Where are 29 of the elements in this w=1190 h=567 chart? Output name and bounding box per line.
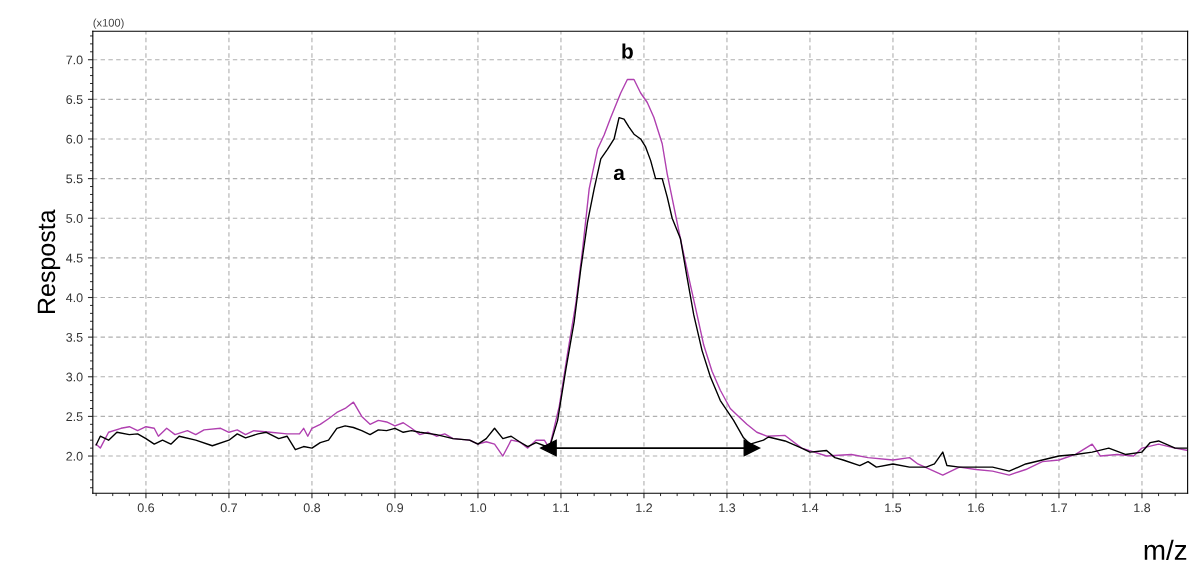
y-axis-title: Resposta — [37, 209, 61, 313]
x-tick-label: 1.4 — [802, 503, 819, 513]
series-label: a — [613, 168, 625, 181]
y-tick-label: 3.0 — [66, 372, 83, 382]
x-tick-label: 1.0 — [470, 503, 487, 513]
y-tick-label: 6.5 — [66, 95, 83, 104]
y-tick-label: 7.0 — [66, 55, 83, 65]
x-tick-label: 1.5 — [885, 503, 902, 513]
series-label: b — [622, 43, 633, 59]
y-tick-label: 4.0 — [66, 293, 83, 303]
x-tick-label: 0.8 — [303, 503, 321, 513]
y-tick-label: 6.0 — [66, 134, 83, 144]
x-tick-label: 1.2 — [636, 503, 653, 513]
y-tick-label: 2.5 — [66, 412, 83, 422]
x-tick-label: 1.7 — [1051, 503, 1068, 513]
y-tick-label: 5.5 — [66, 174, 83, 184]
x-tick-label: 0.6 — [137, 503, 155, 513]
y-tick-label: 3.5 — [66, 332, 83, 342]
x-tick-label: 0.9 — [386, 503, 404, 513]
y-tick-label: 2.0 — [66, 451, 83, 461]
x-tick-label: 1.1 — [553, 503, 570, 513]
y-tick-label: 4.5 — [66, 253, 83, 263]
x-tick-label: 1.8 — [1134, 503, 1151, 513]
y-tick-label: 5.0 — [66, 214, 83, 223]
x-axis-title: m/z — [1144, 539, 1187, 561]
x-tick-label: 1.3 — [719, 503, 736, 513]
text: (x100) — [93, 18, 124, 29]
x-tick-label: 0.7 — [220, 503, 238, 513]
x-tick-label: 1.6 — [968, 503, 985, 513]
